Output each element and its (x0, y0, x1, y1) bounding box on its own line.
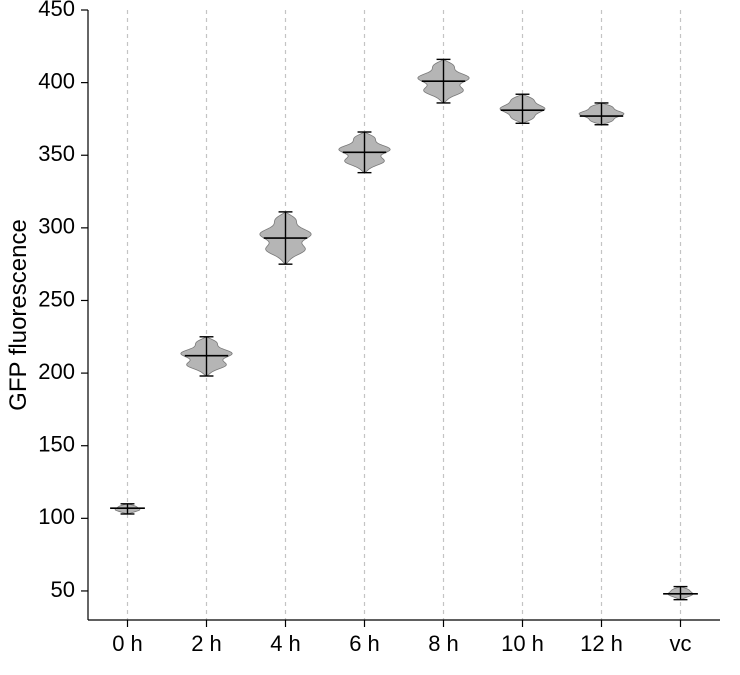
violin-chart: 50 100 150 200 250 300 350 400 450 0 h 2 h 4 h 6 h 8 … (0, 0, 740, 675)
x-tick-label: 12 h (580, 631, 623, 656)
x-tick-label: 8 h (428, 631, 459, 656)
y-tick-label: 300 (38, 214, 75, 239)
x-tick-label: 4 h (270, 631, 301, 656)
y-tick-label: 50 (51, 577, 75, 602)
y-tick-label: 200 (38, 359, 75, 384)
chart-container: 50 100 150 200 250 300 350 400 450 0 h 2 h 4 h 6 h 8 … (0, 0, 740, 675)
x-tick-label: vc (670, 631, 692, 656)
y-tick-label: 450 (38, 0, 75, 21)
x-tick-label: 2 h (191, 631, 222, 656)
y-tick-label: 150 (38, 432, 75, 457)
y-tick-label: 400 (38, 68, 75, 93)
x-tick-label: 6 h (349, 631, 380, 656)
y-tick-label: 350 (38, 141, 75, 166)
y-tick-label: 250 (38, 286, 75, 311)
chart-bg (0, 0, 740, 675)
y-tick-label: 100 (38, 504, 75, 529)
x-tick-label: 0 h (112, 631, 143, 656)
x-tick-label: 10 h (501, 631, 544, 656)
y-axis-label: GFP fluorescence (5, 219, 32, 411)
